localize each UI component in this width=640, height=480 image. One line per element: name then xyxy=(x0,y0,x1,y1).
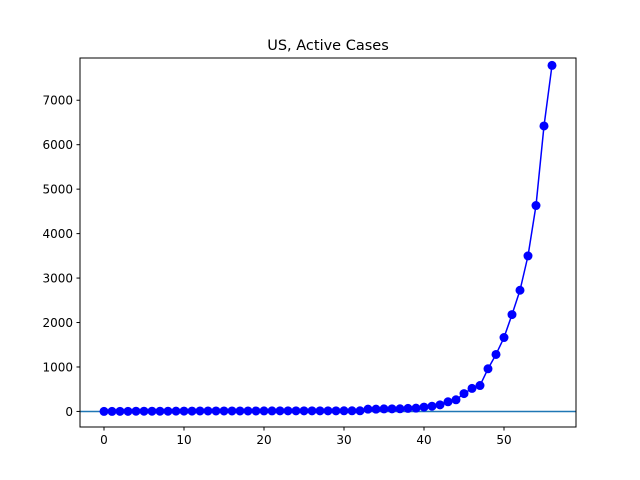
data-point xyxy=(267,406,277,416)
data-point xyxy=(467,383,477,393)
data-point xyxy=(523,251,533,261)
data-point xyxy=(227,406,237,416)
y-tick-label: 3000 xyxy=(42,272,73,286)
data-point xyxy=(243,406,253,416)
data-point xyxy=(339,406,349,416)
data-point xyxy=(507,310,517,320)
data-point xyxy=(147,406,157,416)
data-point xyxy=(259,406,269,416)
y-tick-label: 2000 xyxy=(42,316,73,330)
x-tick-label: 50 xyxy=(496,433,511,447)
data-point xyxy=(387,404,397,414)
data-point xyxy=(459,389,469,399)
data-point xyxy=(435,400,445,410)
data-point xyxy=(307,406,317,416)
data-point xyxy=(483,364,493,374)
data-point xyxy=(539,121,549,131)
data-point xyxy=(379,404,389,414)
data-point xyxy=(235,406,245,416)
y-tick-label: 0 xyxy=(65,405,73,419)
y-tick-label: 1000 xyxy=(42,360,73,374)
data-point xyxy=(347,406,357,416)
data-point xyxy=(315,406,325,416)
data-point xyxy=(451,395,461,405)
data-point xyxy=(211,406,221,416)
data-point xyxy=(139,406,149,416)
x-tick-label: 20 xyxy=(256,433,271,447)
y-tick-label: 5000 xyxy=(42,183,73,197)
data-point xyxy=(187,406,197,416)
data-point xyxy=(179,406,189,416)
data-point xyxy=(419,402,429,412)
plot-frame xyxy=(79,57,577,428)
data-point xyxy=(115,406,125,416)
data-point xyxy=(475,381,485,391)
data-point xyxy=(395,404,405,414)
data-point xyxy=(499,333,509,343)
data-point xyxy=(443,397,453,407)
data-point xyxy=(323,406,333,416)
y-tick-label: 7000 xyxy=(42,94,73,108)
x-tick-label: 30 xyxy=(336,433,351,447)
data-point xyxy=(403,403,413,413)
data-point xyxy=(251,406,261,416)
data-point xyxy=(275,406,285,416)
data-point xyxy=(291,406,301,416)
data-point xyxy=(203,406,213,416)
data-point xyxy=(171,406,181,416)
data-point xyxy=(491,349,501,359)
data-point xyxy=(299,406,309,416)
axes: 0 10 20 30 40 50 0 1000 2000 3000 4000 5000 6000 7000 xyxy=(42,94,511,447)
data-point xyxy=(99,406,109,416)
data-point xyxy=(531,201,541,211)
data-point xyxy=(131,406,141,416)
plot-marks xyxy=(80,60,576,416)
y-tick-label: 4000 xyxy=(42,227,73,241)
data-point xyxy=(363,404,373,414)
x-tick-label: 10 xyxy=(176,433,191,447)
data-point xyxy=(219,406,229,416)
data-point xyxy=(411,403,421,413)
data-point xyxy=(355,406,365,416)
data-point xyxy=(155,406,165,416)
data-point xyxy=(427,401,437,411)
data-point xyxy=(547,60,557,70)
plot-area xyxy=(80,58,576,427)
y-tick-label: 6000 xyxy=(42,138,73,152)
data-point xyxy=(123,406,133,416)
x-tick-label: 0 xyxy=(100,433,108,447)
chart-title: US, Active Cases xyxy=(267,38,389,54)
data-point xyxy=(331,406,341,416)
data-point xyxy=(107,406,117,416)
data-point xyxy=(195,406,205,416)
data-point xyxy=(163,406,173,416)
data-point xyxy=(371,404,381,414)
x-tick-label: 40 xyxy=(416,433,431,447)
data-point xyxy=(515,285,525,295)
data-point xyxy=(283,406,293,416)
